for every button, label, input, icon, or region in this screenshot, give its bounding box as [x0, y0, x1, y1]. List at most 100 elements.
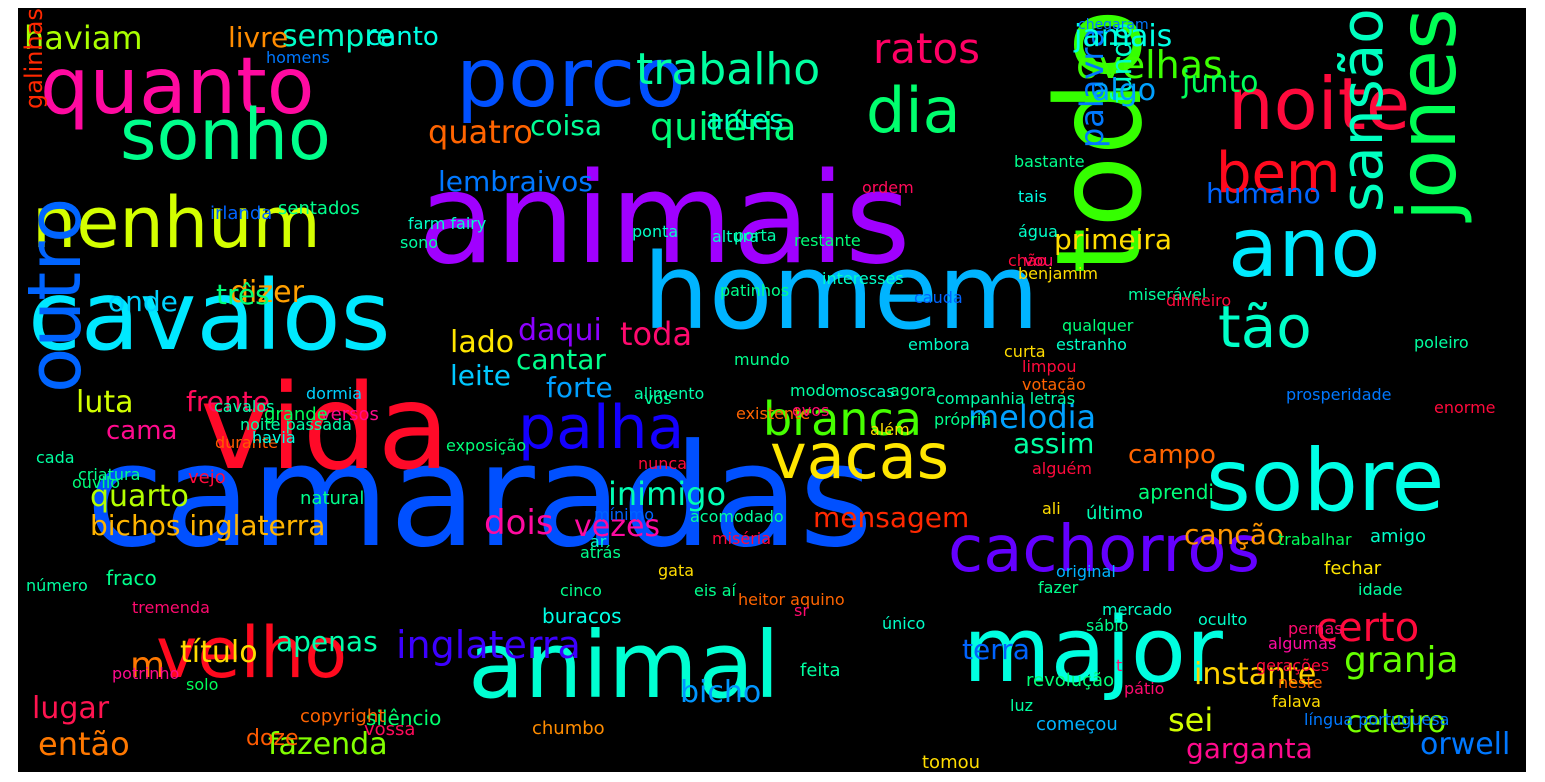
- word-m: m: [130, 645, 166, 686]
- word-cinco: cinco: [560, 581, 602, 600]
- word-vossa: vossa: [364, 719, 416, 740]
- word-noite: noite: [1228, 62, 1411, 146]
- word-chegaram: chegaram: [1078, 17, 1149, 33]
- word-melodia: melodia: [968, 398, 1097, 436]
- word-oculto: oculto: [1198, 610, 1248, 629]
- word-sr: sr: [794, 601, 809, 620]
- word-alguem: alguém: [1032, 459, 1092, 478]
- word-cloud: camaradas animais todo vida homem cavalos anim…: [18, 8, 1526, 772]
- word-haviam: haviam: [24, 19, 143, 57]
- word-terra: terra: [962, 633, 1030, 666]
- word-lado: lado: [450, 325, 515, 360]
- word-quiteria: quitéria: [650, 105, 797, 149]
- word-bastante: bastante: [1014, 152, 1085, 171]
- word-qualquer: qualquer: [1062, 316, 1134, 335]
- word-ovos: ovos: [792, 401, 830, 420]
- word-dizer: dizer: [230, 275, 304, 310]
- word-mensagem: mensagem: [813, 501, 970, 534]
- word-fazenda: fazenda: [268, 727, 388, 762]
- word-enorme: enorme: [1434, 398, 1496, 417]
- word-outro: outro: [18, 197, 98, 393]
- word-coisa: coisa: [530, 109, 603, 142]
- word-idade: idade: [1358, 580, 1403, 599]
- word-aprendi: aprendi: [1138, 480, 1214, 504]
- word-fraco: fraco: [106, 566, 157, 590]
- word-bichos-inglaterra: bichos inglaterra: [90, 509, 326, 542]
- word-interesses: interesses: [822, 269, 904, 288]
- word-camaradas: camaradas: [86, 414, 873, 579]
- word-natural: natural: [300, 488, 365, 509]
- word-ordem: ordem: [862, 178, 914, 197]
- word-ratos: ratos: [873, 24, 981, 73]
- word-trabalho: trabalho: [636, 44, 821, 95]
- word-sansao: sansão: [1328, 8, 1396, 212]
- word-falava: falava: [1272, 692, 1321, 711]
- word-vou: vou: [1024, 251, 1054, 270]
- word-porta: porta: [734, 226, 777, 245]
- word-inglaterra: inglaterra: [396, 623, 581, 667]
- word-altura: altura: [712, 227, 760, 246]
- word-companhia-letras: companhia letras: [936, 389, 1076, 408]
- word-solo: solo: [186, 675, 219, 694]
- word-velho: velho: [156, 612, 348, 694]
- word-titulo: título: [180, 635, 258, 670]
- word-atras: atrás: [580, 543, 621, 562]
- word-estranho: estranho: [1056, 335, 1127, 354]
- word-sobre: sobre: [1206, 431, 1445, 531]
- word-noite-passada: noite passada: [240, 415, 352, 434]
- word-revolucao: revolução: [1026, 670, 1115, 691]
- word-livre: livre: [228, 21, 289, 54]
- word-onde: onde: [108, 285, 178, 318]
- word-eis-ai: eis aí: [694, 581, 736, 600]
- word-modo: modo: [790, 381, 836, 400]
- word-sonho: sonho: [120, 94, 331, 176]
- word-frente: frente: [186, 385, 270, 418]
- word-durante: durante: [215, 433, 278, 452]
- word-certo: certo: [1316, 605, 1420, 651]
- word-miseria: miséria: [712, 529, 772, 548]
- word-palha: palha: [518, 393, 685, 463]
- word-lugar: lugar: [32, 691, 110, 726]
- word-havia: havia: [252, 428, 296, 447]
- word-luz: luz: [1010, 696, 1033, 715]
- word-lembraivos: lembraivos: [438, 165, 593, 198]
- word-neste: neste: [1278, 673, 1323, 692]
- word-homem: homem: [643, 231, 1040, 353]
- word-assim: assim: [1013, 427, 1095, 460]
- word-chao: chão: [1008, 251, 1047, 270]
- word-miseravel: miserável: [1128, 285, 1207, 304]
- word-vejo: vejo: [188, 467, 226, 488]
- word-t: t: [1116, 656, 1123, 675]
- word-tres: três: [216, 278, 270, 311]
- word-trabalhar: trabalhar: [1278, 530, 1352, 549]
- word-irlanda: irlanda: [210, 203, 273, 224]
- word-mundo: mundo: [734, 350, 790, 369]
- word-vos: vós: [644, 389, 672, 408]
- word-orwell: orwell: [1420, 727, 1511, 762]
- word-granja: granja: [1344, 640, 1459, 681]
- word-existente: existente: [736, 404, 811, 423]
- word-exposicao: exposição: [446, 436, 527, 455]
- word-animal: animal: [468, 612, 780, 719]
- word-chumbo: chumbo: [532, 718, 605, 739]
- word-farm-fairy: farm fairy: [408, 214, 487, 233]
- word-ar: ar: [590, 532, 607, 551]
- word-propria: própria: [934, 410, 992, 429]
- word-poleiro: poleiro: [1414, 333, 1469, 352]
- word-sono: sono: [400, 233, 439, 252]
- word-tao: tão: [1218, 293, 1312, 361]
- word-comecou: começou: [1036, 714, 1118, 735]
- word-daqui: daqui: [518, 313, 602, 348]
- word-sei: sei: [1168, 701, 1214, 739]
- word-mercado: mercado: [1102, 600, 1173, 619]
- word-grande: grande: [264, 404, 328, 425]
- word-homens: homens: [266, 48, 330, 67]
- word-ultimo: último: [1086, 503, 1144, 524]
- word-ouvilo: ouvilo: [72, 473, 121, 492]
- word-nunca: nunca: [638, 454, 688, 473]
- word-bicho: bicho: [680, 675, 762, 710]
- word-votacao: votação: [1022, 375, 1086, 394]
- word-curta: curta: [1004, 342, 1046, 361]
- word-heitor-aquino: heitor aquino: [738, 590, 845, 609]
- word-pernas: pernas: [1288, 619, 1343, 638]
